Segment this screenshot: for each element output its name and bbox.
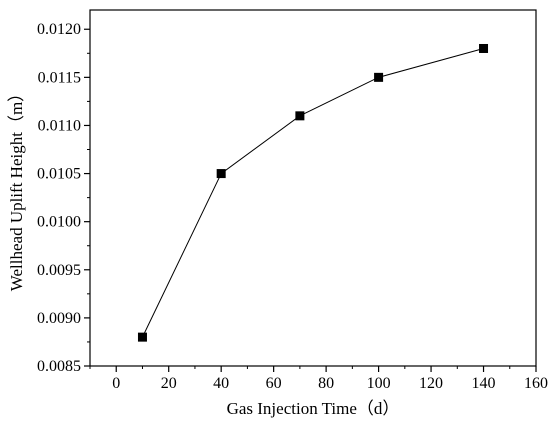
x-tick-label: 40 xyxy=(213,375,229,392)
plot-frame xyxy=(89,9,537,367)
y-tick-label: 0.0120 xyxy=(37,21,81,38)
y-axis-title: Wellhead Uplift Height（m） xyxy=(7,85,26,291)
x-tick-label: 20 xyxy=(161,375,177,392)
x-axis-title: Gas Injection Time（d） xyxy=(227,399,400,418)
series-layer xyxy=(137,43,489,342)
y-tick-label: 0.0090 xyxy=(37,310,81,327)
x-tick-label: 160 xyxy=(524,375,548,392)
y-tick-label: 0.0100 xyxy=(37,214,81,231)
x-axis-ticks: 0 20 40 60 80 100 120 140 160 xyxy=(89,366,548,392)
data-point-marker xyxy=(295,111,305,121)
x-tick-label: 100 xyxy=(367,375,391,392)
y-tick-label: 0.0095 xyxy=(37,262,81,279)
data-point-marker xyxy=(479,43,489,53)
y-tick-label: 0.0105 xyxy=(37,166,81,183)
x-tick-label: 0 xyxy=(112,375,120,392)
x-tick-label: 80 xyxy=(318,375,334,392)
data-point-marker xyxy=(137,332,147,342)
y-tick-label: 0.0110 xyxy=(38,117,81,134)
y-axis-ticks: 0.0085 0.0090 0.0095 0.0100 0.0105 0.0110 0.01… xyxy=(37,21,90,375)
data-point-marker xyxy=(374,72,384,82)
x-tick-label: 120 xyxy=(419,375,443,392)
y-tick-label: 0.0115 xyxy=(38,69,81,86)
x-tick-label: 60 xyxy=(266,375,282,392)
series-line xyxy=(142,48,484,338)
x-tick-label: 140 xyxy=(472,375,496,392)
data-point-marker xyxy=(216,169,226,179)
y-tick-label: 0.0085 xyxy=(37,358,81,375)
